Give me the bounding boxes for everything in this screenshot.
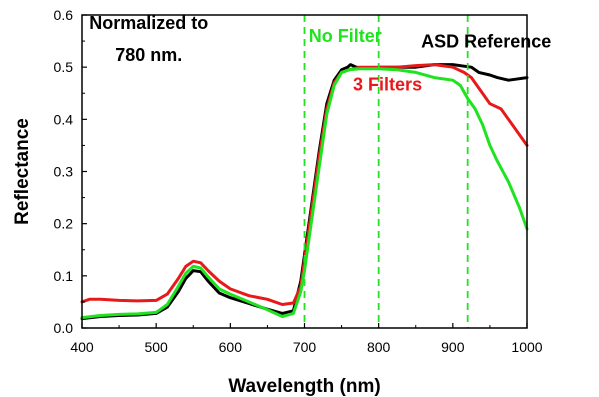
annotation-1: 780 nm. <box>115 45 182 65</box>
tick-layer: 400 500 600 700 800 900 1000 0.0 0.1 0.2 0.3 0.4 0.5… <box>54 7 543 355</box>
annotation-3: ASD Reference <box>421 31 551 51</box>
y-axis-title: Reflectance <box>12 118 33 225</box>
series-line-2 <box>80 67 529 320</box>
x-tick-label: 600 <box>219 339 243 355</box>
y-tick-label: 0.6 <box>54 7 74 23</box>
annotation-2: No Filter <box>309 26 382 46</box>
y-tick-label: 0.0 <box>54 320 74 336</box>
x-tick-label: 400 <box>70 339 94 355</box>
y-tick-label: 0.2 <box>54 216 74 232</box>
x-axis-title: Wavelength (nm) <box>228 376 380 397</box>
annotation-0: Normalized to <box>89 13 208 33</box>
x-tick-label: 700 <box>293 339 317 355</box>
x-tick-label: 1000 <box>511 339 542 355</box>
x-tick-label: 800 <box>367 339 391 355</box>
annotation-4: 3 Filters <box>353 75 422 95</box>
y-tick-label: 0.5 <box>54 59 74 75</box>
annotation-layer: Normalized to 780 nm. No Filter ASD Referen… <box>89 13 551 95</box>
vline-layer <box>303 15 469 328</box>
y-tick-label: 0.1 <box>54 268 74 284</box>
y-tick-label: 0.4 <box>54 111 74 127</box>
y-tick-label: 0.3 <box>54 164 74 180</box>
x-tick-label: 500 <box>144 339 168 355</box>
x-tick-label: 900 <box>441 339 465 355</box>
